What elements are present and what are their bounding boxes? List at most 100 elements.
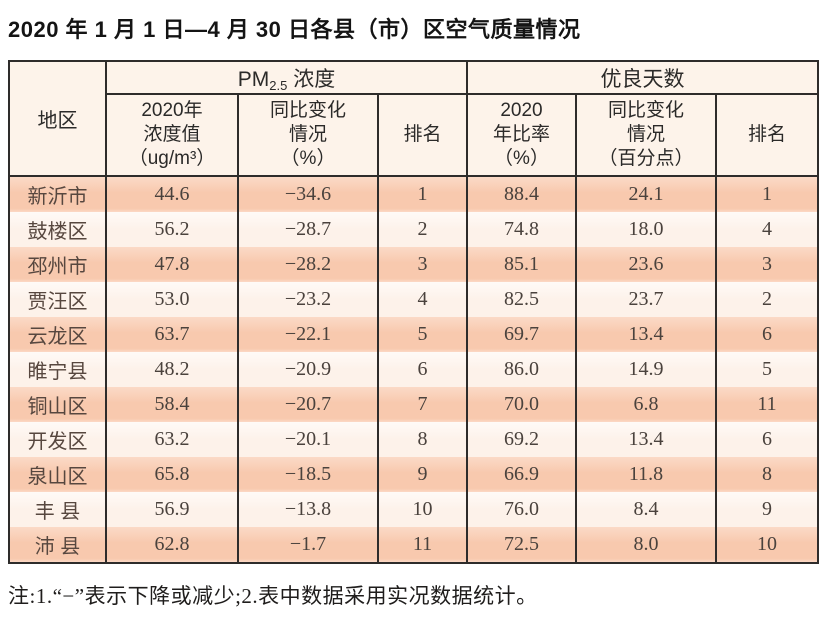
pm-yoy-change-cell: −28.2 — [237, 247, 379, 282]
pm-yoy-change-cell: −20.7 — [237, 387, 379, 422]
pm-yoy-change-cell: −28.7 — [237, 212, 379, 247]
table-row: 泉山区 65.8 −18.5 9 66.9 11.8 8 — [8, 457, 820, 492]
pm-yoy-change-cell: −23.2 — [237, 282, 379, 317]
table-row: 沛 县 62.8 −1.7 11 72.5 8.0 10 — [8, 527, 820, 563]
pm-concentration-cell: 63.2 — [105, 422, 239, 457]
table-row: 开发区 63.2 −20.1 8 69.2 13.4 6 — [8, 422, 820, 457]
region-cell: 铜山区 — [8, 387, 107, 422]
good-days-rank-cell: 10 — [714, 527, 820, 563]
column-group-pm25: PM2.5 浓度 — [105, 61, 468, 95]
pm-rank-cell: 10 — [377, 492, 468, 527]
pm-yoy-change-cell: −18.5 — [237, 457, 379, 492]
pm-rank-cell: 11 — [377, 527, 468, 563]
good-days-ratio-cell: 76.0 — [466, 492, 577, 527]
pm-rank-cell: 3 — [377, 247, 468, 282]
good-days-ratio-cell: 72.5 — [466, 527, 577, 563]
good-days-rank-cell: 9 — [714, 492, 820, 527]
pm-rank-cell: 7 — [377, 387, 468, 422]
good-days-yoy-change-cell: 14.9 — [575, 352, 717, 387]
pm-concentration-cell: 56.2 — [105, 212, 239, 247]
good-days-ratio-cell: 82.5 — [466, 282, 577, 317]
pm-rank-cell: 5 — [377, 317, 468, 352]
pm25-label-subscript: 2.5 — [269, 77, 288, 93]
table-row: 贾汪区 53.0 −23.2 4 82.5 23.7 2 — [8, 282, 820, 317]
good-days-rank-cell: 2 — [714, 282, 820, 317]
region-cell: 新沂市 — [8, 176, 107, 212]
good-days-rank-cell: 1 — [714, 176, 820, 212]
header-sub-row: 2020年 浓度值 （ug/m³） 同比变化 情况 （%） 排名 2020 年比… — [9, 94, 820, 177]
good-days-yoy-change-cell: 23.7 — [575, 282, 717, 317]
column-group-good-days: 优良天数 — [465, 61, 820, 95]
table-row: 新沂市 44.6 −34.6 1 88.4 24.1 1 — [8, 176, 820, 212]
good-days-rank-cell: 11 — [714, 387, 820, 422]
pm-concentration-cell: 56.9 — [105, 492, 239, 527]
good-days-ratio-cell: 85.1 — [466, 247, 577, 282]
pm-rank-cell: 8 — [377, 422, 468, 457]
good-days-ratio-cell: 86.0 — [466, 352, 577, 387]
table-body: 新沂市 44.6 −34.6 1 88.4 24.1 1 鼓楼区 56.2 −2… — [8, 176, 820, 563]
table-row: 铜山区 58.4 −20.7 7 70.0 6.8 11 — [8, 387, 820, 422]
good-days-yoy-change-cell: 11.8 — [575, 457, 717, 492]
pm-concentration-cell: 48.2 — [105, 352, 239, 387]
pm-rank-cell: 4 — [377, 282, 468, 317]
pm-concentration-cell: 44.6 — [105, 176, 239, 212]
pm-yoy-change-cell: −34.6 — [237, 176, 379, 212]
good-days-yoy-change-cell: 8.4 — [575, 492, 717, 527]
region-cell: 贾汪区 — [8, 282, 107, 317]
good-days-yoy-change-cell: 13.4 — [575, 422, 717, 457]
column-header-rank-days: 排名 — [714, 94, 820, 177]
pm-yoy-change-cell: −20.1 — [237, 422, 379, 457]
good-days-rank-cell: 3 — [714, 247, 820, 282]
column-header-2020-concentration: 2020年 浓度值 （ug/m³） — [105, 94, 239, 177]
good-days-rank-cell: 6 — [714, 422, 820, 457]
footnote: 注:1.“−”表示下降或减少;2.表中数据采用实况数据统计。 — [8, 584, 538, 608]
pm-concentration-cell: 53.0 — [105, 282, 239, 317]
table-row: 睢宁县 48.2 −20.9 6 86.0 14.9 5 — [8, 352, 820, 387]
region-cell: 开发区 — [8, 422, 107, 457]
column-header-yoy-change-pm: 同比变化 情况 （%） — [237, 94, 379, 177]
good-days-rank-cell: 6 — [714, 317, 820, 352]
good-days-rank-cell: 4 — [714, 212, 820, 247]
pm-rank-cell: 2 — [377, 212, 468, 247]
good-days-yoy-change-cell: 24.1 — [575, 176, 717, 212]
good-days-yoy-change-cell: 6.8 — [575, 387, 717, 422]
column-header-yoy-change-days: 同比变化 情况 （百分点） — [575, 94, 717, 177]
region-cell: 睢宁县 — [8, 352, 107, 387]
header-group-row: 地区 PM2.5 浓度 优良天数 — [8, 61, 820, 177]
pm-rank-cell: 1 — [377, 176, 468, 212]
air-quality-table: 地区 PM2.5 浓度 优良天数 2020年 浓度值 （ug/m³） 同比变化 … — [8, 60, 820, 564]
good-days-yoy-change-cell: 13.4 — [575, 317, 717, 352]
pm-yoy-change-cell: −13.8 — [237, 492, 379, 527]
pm-concentration-cell: 65.8 — [105, 457, 239, 492]
column-header-region: 地区 — [8, 61, 107, 177]
pm-concentration-cell: 58.4 — [105, 387, 239, 422]
region-cell: 泉山区 — [8, 457, 107, 492]
pm-yoy-change-cell: −1.7 — [237, 527, 379, 563]
page: 2020 年 1 月 1 日—4 月 30 日各县（市）区空气质量情况 地区 P… — [0, 12, 825, 620]
page-title: 2020 年 1 月 1 日—4 月 30 日各县（市）区空气质量情况 — [8, 17, 581, 42]
good-days-rank-cell: 8 — [714, 457, 820, 492]
good-days-ratio-cell: 69.7 — [466, 317, 577, 352]
good-days-ratio-cell: 66.9 — [466, 457, 577, 492]
table-row: 鼓楼区 56.2 −28.7 2 74.8 18.0 4 — [8, 212, 820, 247]
pm25-label-prefix: PM — [237, 67, 270, 91]
pm-concentration-cell: 63.7 — [105, 317, 239, 352]
good-days-ratio-cell: 69.2 — [466, 422, 577, 457]
table-row: 邳州市 47.8 −28.2 3 85.1 23.6 3 — [8, 247, 820, 282]
region-cell: 邳州市 — [8, 247, 107, 282]
good-days-yoy-change-cell: 8.0 — [575, 527, 717, 563]
good-days-ratio-cell: 70.0 — [466, 387, 577, 422]
pm-concentration-cell: 62.8 — [105, 527, 239, 563]
table-row: 云龙区 63.7 −22.1 5 69.7 13.4 6 — [8, 317, 820, 352]
pm-yoy-change-cell: −20.9 — [237, 352, 379, 387]
good-days-rank-cell: 5 — [714, 352, 820, 387]
region-cell: 云龙区 — [8, 317, 107, 352]
good-days-ratio-cell: 88.4 — [466, 176, 577, 212]
pm25-label-suffix: 浓度 — [287, 67, 336, 91]
good-days-ratio-cell: 74.8 — [466, 212, 577, 247]
region-cell: 丰 县 — [8, 492, 107, 527]
column-header-2020-ratio: 2020 年比率 （%） — [466, 94, 577, 177]
good-days-yoy-change-cell: 18.0 — [575, 212, 717, 247]
table-header: 地区 PM2.5 浓度 优良天数 2020年 浓度值 （ug/m³） 同比变化 … — [8, 61, 820, 177]
pm-yoy-change-cell: −22.1 — [237, 317, 379, 352]
